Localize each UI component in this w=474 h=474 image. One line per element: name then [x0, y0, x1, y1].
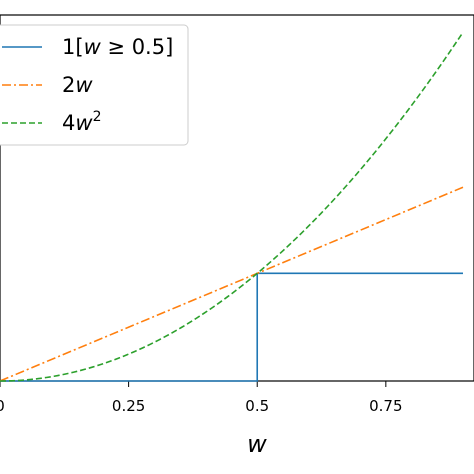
- legend-label-linear: 2w: [62, 73, 93, 97]
- legend-box: [0, 24, 189, 146]
- legend-label-linear-coef: 2: [62, 73, 75, 97]
- x-axis-ticks: 0 0.25 0.5 0.75: [0, 381, 403, 415]
- x-tick-label-0: 0: [0, 397, 5, 415]
- legend-label-step: 1[w ≥ 0.5]: [62, 35, 173, 59]
- series-line-step: [0, 272, 463, 382]
- legend: 1[w ≥ 0.5] 2w 4w2: [0, 24, 189, 146]
- x-tick-label-1: 0.25: [112, 397, 145, 415]
- legend-label-quadratic: 4w2: [62, 109, 101, 135]
- series-line-quadratic: [0, 31, 464, 382]
- legend-label-step-var: w: [84, 35, 102, 59]
- x-tick-label-2: 0.5: [245, 397, 269, 415]
- x-tick-label-3: 0.75: [369, 397, 402, 415]
- legend-label-quadratic-exp: 2: [93, 109, 102, 125]
- legend-label-step-suffix: ≥ 0.5]: [101, 35, 174, 59]
- legend-label-linear-var: w: [75, 73, 93, 97]
- legend-label-step-prefix: 1[: [62, 35, 84, 59]
- legend-label-quadratic-coef: 4: [62, 111, 75, 135]
- legend-label-quadratic-var: w: [75, 111, 93, 135]
- x-axis-label: w: [247, 430, 267, 458]
- series-line-linear: [0, 186, 464, 382]
- series-lines: [0, 31, 464, 382]
